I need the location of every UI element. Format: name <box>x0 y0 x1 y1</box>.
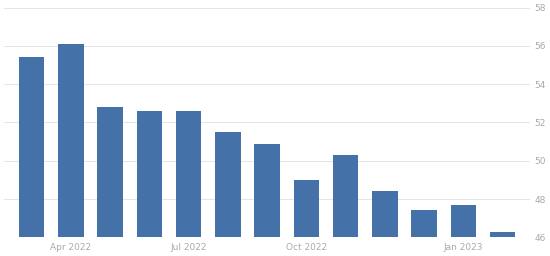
Bar <box>255 144 280 237</box>
Bar <box>19 57 45 237</box>
Bar <box>372 191 398 237</box>
Bar <box>176 111 201 237</box>
Bar <box>450 205 476 237</box>
Bar <box>58 44 84 237</box>
Bar <box>215 132 241 237</box>
Bar <box>333 155 359 237</box>
Bar <box>411 210 437 237</box>
Bar <box>97 107 123 237</box>
Bar <box>136 111 162 237</box>
Bar <box>294 180 319 237</box>
Bar <box>490 231 515 237</box>
